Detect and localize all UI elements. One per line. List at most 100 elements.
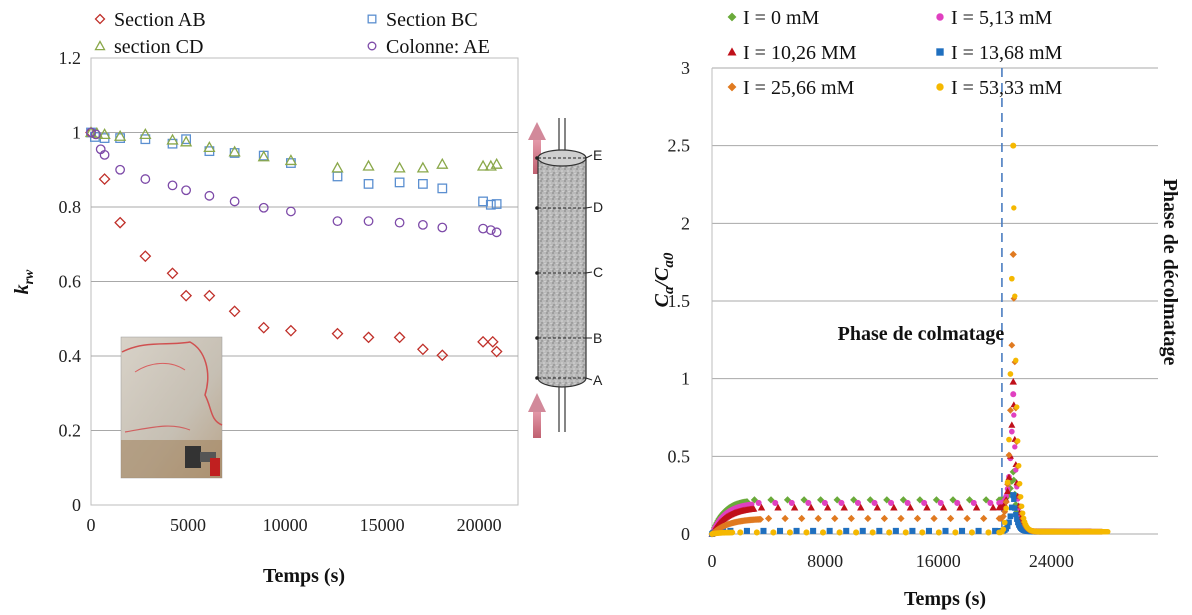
right-x-tick-label: 16000 [916,551,961,571]
left-data-point [140,174,151,184]
right-data-point [921,499,928,506]
left-data-point [179,135,193,147]
right-data-point [1002,498,1010,506]
right-data-point [1019,503,1025,509]
right-data-point [956,503,964,511]
right-data-point [1013,357,1019,364]
phase-decolmatage-label: Phase de décolmatage [1159,179,1181,366]
section-leader [585,154,593,159]
left-data-point [394,177,405,188]
left-legend-label: Section BC [386,9,478,31]
right-data-point [854,499,861,506]
right-data-point [935,529,942,536]
left-data-point [228,305,241,318]
left-x-tick-label: 5000 [170,515,206,535]
right-data-point [1018,494,1024,500]
right-data-point [899,496,907,504]
right-legend-marker [936,48,944,56]
left-data-point [115,164,126,175]
right-data-point [800,496,808,504]
right-data-point [904,499,911,506]
right-data-point [923,503,931,511]
left-data-point [115,133,126,143]
right-y-tick-label: 0.5 [668,446,691,466]
left-data-point [485,225,496,235]
right-data-point [774,503,782,511]
right-data-point [838,499,845,506]
right-data-point [821,499,828,506]
right-data-point [816,496,825,504]
right-data-point [970,499,977,506]
right-y-tick-label: 0 [681,524,690,544]
left-y-tick-label: 0 [72,495,81,515]
right-data-point [737,529,744,536]
left-data-point [86,127,96,138]
left-data-point [258,202,269,213]
right-data-point [1006,436,1012,443]
right-data-point [883,496,891,504]
right-data-point [853,529,860,536]
left-data-point [332,171,343,182]
right-data-point [982,496,990,504]
left-legend: Section AB Section BC section CD Colonne: A… [94,9,490,58]
phase-colmatage-label: Phase de colmatage [838,323,1005,345]
right-data-point [968,529,975,536]
right-data-point [826,527,833,534]
right-legend-marker [936,13,944,21]
left-data-point [417,219,428,230]
left-data-point [416,161,430,173]
right-data-point [949,496,957,504]
left-legend-marker [367,41,377,51]
left-data-point [139,250,152,263]
left-data-point [331,327,344,340]
right-data-point [1011,205,1017,211]
left-data-point [490,157,503,169]
right-data-point [952,529,959,536]
right-data-point [810,527,817,534]
left-data-point [284,154,298,166]
section-letter: D [593,199,603,215]
left-data-point [114,129,127,141]
left-legend-marker [367,14,377,24]
left-data-point [393,331,406,344]
right-y-tick-label: 2.5 [668,136,691,156]
left-data-point [257,150,270,162]
section-lines: E D C B A [535,147,603,388]
right-data-point [954,499,961,506]
right-data-point [989,503,997,511]
left-data-point [257,321,270,334]
left-data-point [436,349,449,362]
right-data-point [866,496,874,504]
right-data-point [1017,481,1023,487]
arrow-up-bottom-shaft [533,408,541,438]
left-y-tick-label: 0.2 [59,421,82,441]
right-data-point [857,503,865,511]
right-data-point [729,529,736,536]
section-letter: A [593,372,603,388]
right-y-tick-label: 1 [681,369,690,389]
right-x-tick-label: 0 [708,551,717,571]
right-legend-marker [727,47,737,56]
left-data-point [181,134,192,145]
right-data-point [972,503,981,511]
right-data-point [743,527,750,534]
right-legend: I = 0 mM I = 5,13 mM I = 10,26 MM I = 13,68… [727,7,1062,99]
right-data-point [1009,250,1017,259]
left-x-tick-label: 10000 [263,515,308,535]
left-data-point [114,216,127,229]
right-data-point [1001,519,1008,526]
right-legend-label: I = 0 mM [743,7,819,29]
right-data-point [925,527,932,534]
arrow-up-top-shaft [533,136,541,174]
left-y-tick-label: 1.2 [59,48,82,68]
left-data-point [331,161,344,173]
right-data-point [750,496,759,504]
left-data-point [166,133,179,145]
right-data-point [939,503,948,511]
right-data-point [814,514,822,523]
right-legend-marker [727,82,737,92]
left-data-point [363,179,374,189]
right-data-point [980,514,988,523]
left-data-point [476,159,490,171]
